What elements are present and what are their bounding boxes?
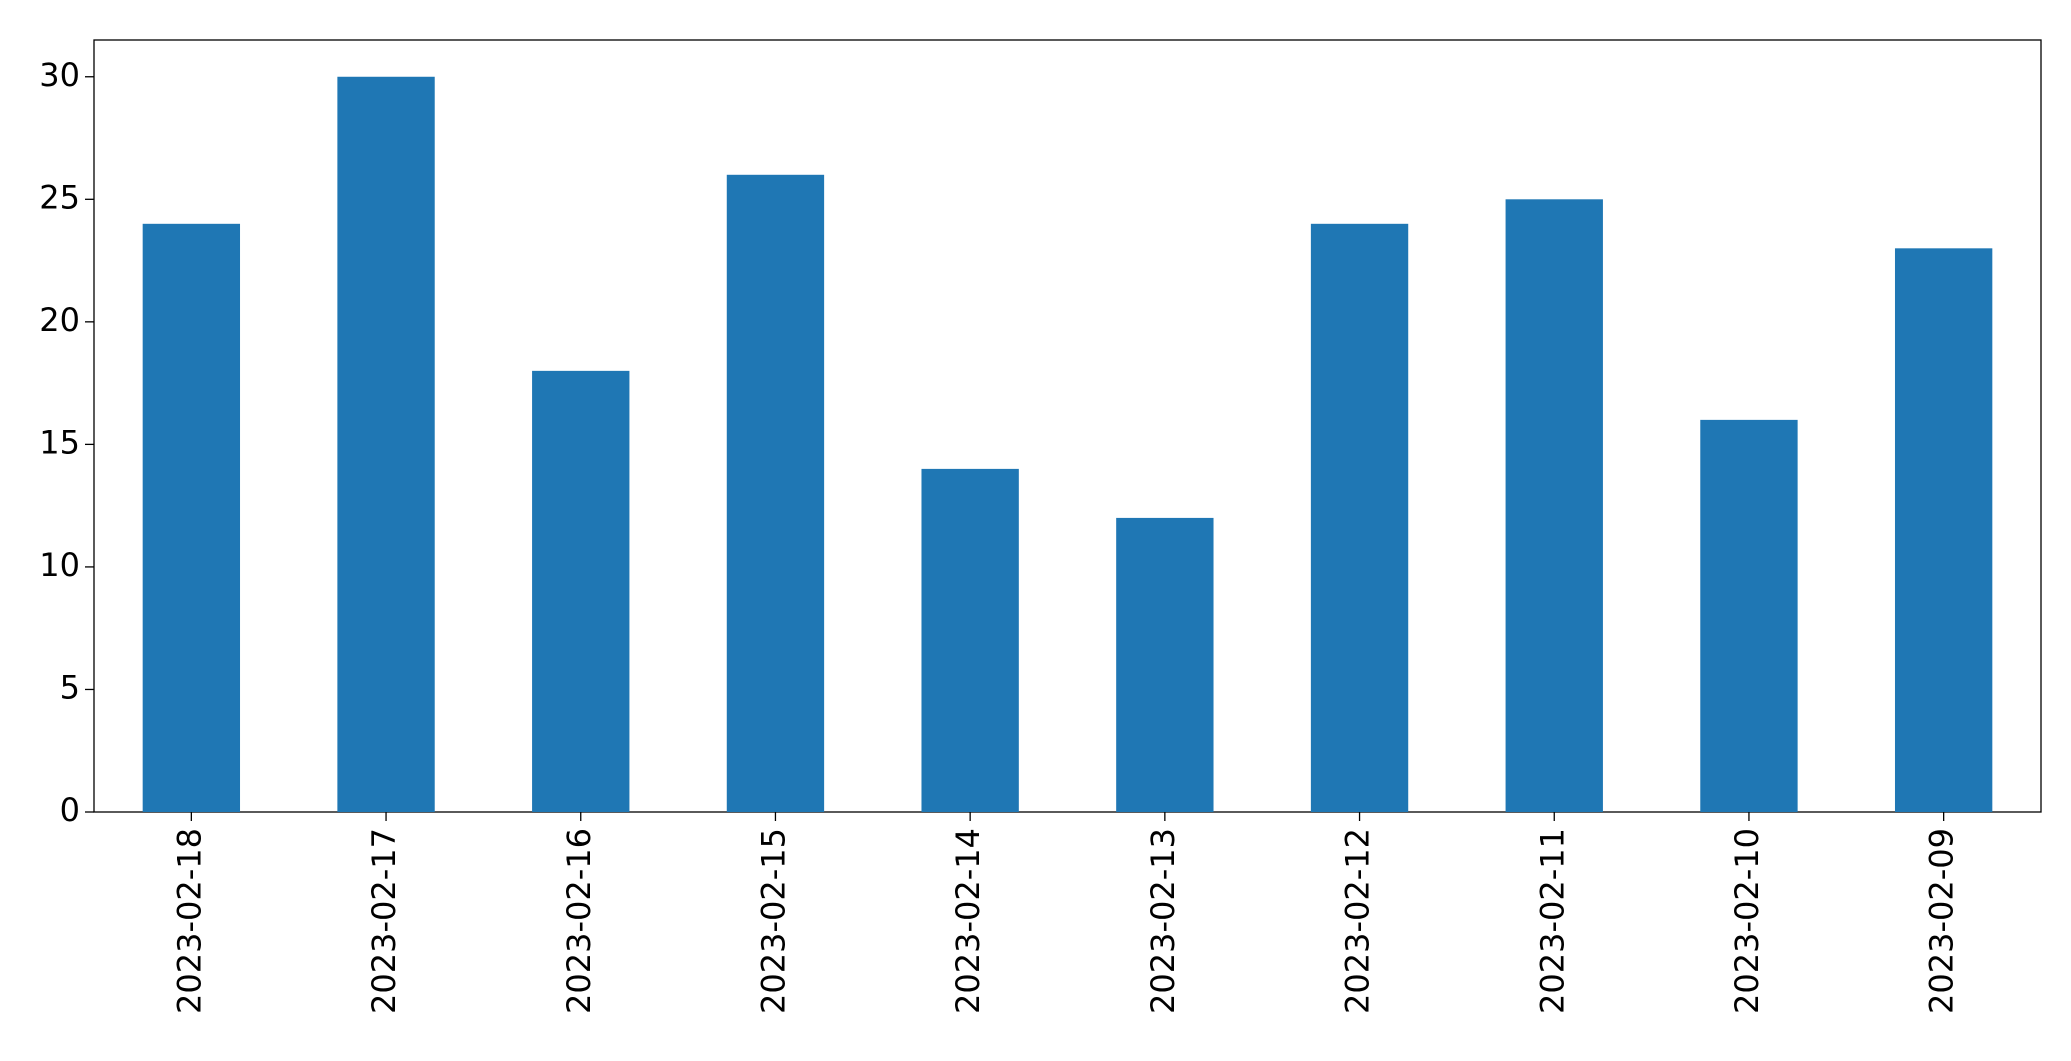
bar xyxy=(532,370,630,812)
y-tick-label: 10 xyxy=(39,546,80,584)
x-tick-label: 2023-02-09 xyxy=(1923,828,1961,1014)
x-tick-label: 2023-02-12 xyxy=(1339,828,1377,1014)
bar xyxy=(1700,419,1798,812)
plot-frame xyxy=(93,39,2042,813)
x-tick-label: 2023-02-18 xyxy=(170,828,208,1014)
x-tick-label: 2023-02-14 xyxy=(949,828,987,1014)
bar xyxy=(337,76,435,812)
y-tick-label: 30 xyxy=(39,56,80,94)
x-tick-label: 2023-02-13 xyxy=(1144,828,1182,1014)
bar xyxy=(1894,248,1993,813)
x-tick-label: 2023-02-11 xyxy=(1533,828,1571,1014)
y-tick-label: 15 xyxy=(39,423,80,461)
x-tick-label: 2023-02-15 xyxy=(754,828,792,1014)
bar xyxy=(1310,223,1409,813)
bar xyxy=(142,223,241,813)
bar xyxy=(1505,199,1603,813)
x-tick-label: 2023-02-17 xyxy=(365,828,403,1014)
y-tick-label: 25 xyxy=(39,178,80,216)
x-tick-label: 2023-02-10 xyxy=(1728,828,1766,1014)
y-tick-label: 20 xyxy=(39,301,80,339)
bar xyxy=(921,468,1019,812)
y-tick-label: 0 xyxy=(60,791,80,829)
bar xyxy=(1116,517,1214,812)
y-tick-label: 5 xyxy=(60,668,80,706)
x-tick-label: 2023-02-16 xyxy=(560,828,598,1014)
bar xyxy=(726,174,825,813)
